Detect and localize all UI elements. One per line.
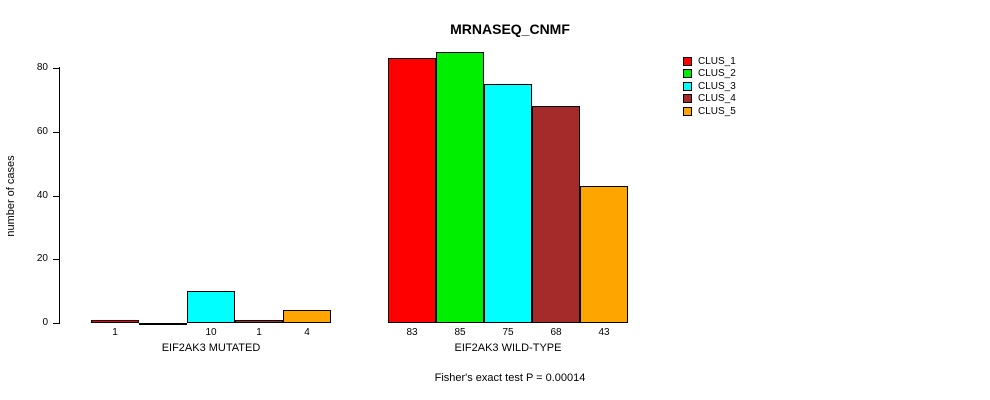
bar-value-label: 1 — [256, 327, 262, 338]
group-label-2: EIF2AK3 WILD-TYPE — [454, 342, 562, 354]
chart-title: MRNASEQ_CNMF — [450, 21, 570, 37]
y-tick-mark — [53, 259, 60, 260]
y-tick-mark — [53, 132, 60, 133]
legend-swatch-clus_2 — [683, 69, 692, 79]
bar-clus_2-group2 — [436, 52, 484, 323]
bar-value-label: 68 — [550, 327, 562, 338]
y-tick-mark — [53, 323, 60, 324]
bar-value-label: 1 — [112, 327, 118, 338]
bar-value-label: 85 — [454, 327, 466, 338]
legend-label-clus_2: CLUS_2 — [698, 68, 736, 80]
group-label-1: EIF2AK3 MUTATED — [161, 342, 261, 354]
bar-clus_3-group1 — [187, 291, 235, 323]
bar-clus_2-group1 — [139, 323, 187, 325]
legend-swatch-clus_3 — [683, 81, 692, 91]
legend-label-clus_4: CLUS_4 — [698, 93, 736, 105]
legend-swatch-clus_4 — [683, 94, 692, 104]
bar-clus_1-group1 — [91, 320, 139, 323]
y-tick-label: 80 — [36, 62, 48, 73]
legend-swatch-clus_5 — [683, 106, 692, 116]
y-axis-line — [59, 67, 60, 324]
y-tick-mark — [53, 68, 60, 69]
legend-swatch-clus_1 — [683, 57, 692, 66]
bar-clus_5-group2 — [580, 186, 628, 323]
bar-clus_4-group2 — [532, 106, 580, 323]
bar-value-label: 43 — [598, 327, 610, 338]
bar-clus_5-group1 — [283, 310, 331, 323]
bar-value-label: 10 — [205, 327, 217, 338]
y-tick-mark — [53, 196, 60, 197]
legend-label-clus_5: CLUS_5 — [698, 105, 736, 117]
y-tick-label: 0 — [42, 317, 48, 328]
bar-value-label: 75 — [502, 327, 514, 338]
bar-clus_4-group1 — [235, 320, 283, 323]
legend-label-clus_3: CLUS_3 — [698, 80, 736, 92]
bar-clus_3-group2 — [484, 84, 532, 323]
y-tick-label: 40 — [36, 190, 48, 201]
y-tick-label: 20 — [36, 253, 48, 264]
y-tick-label: 60 — [36, 126, 48, 137]
legend-label-clus_1: CLUS_1 — [698, 56, 736, 67]
bar-clus_1-group2 — [388, 58, 436, 323]
bar-value-label: 83 — [406, 327, 418, 338]
bar-value-label: 4 — [304, 327, 310, 338]
fishers-test-annotation: Fisher's exact test P = 0.00014 — [434, 372, 586, 384]
